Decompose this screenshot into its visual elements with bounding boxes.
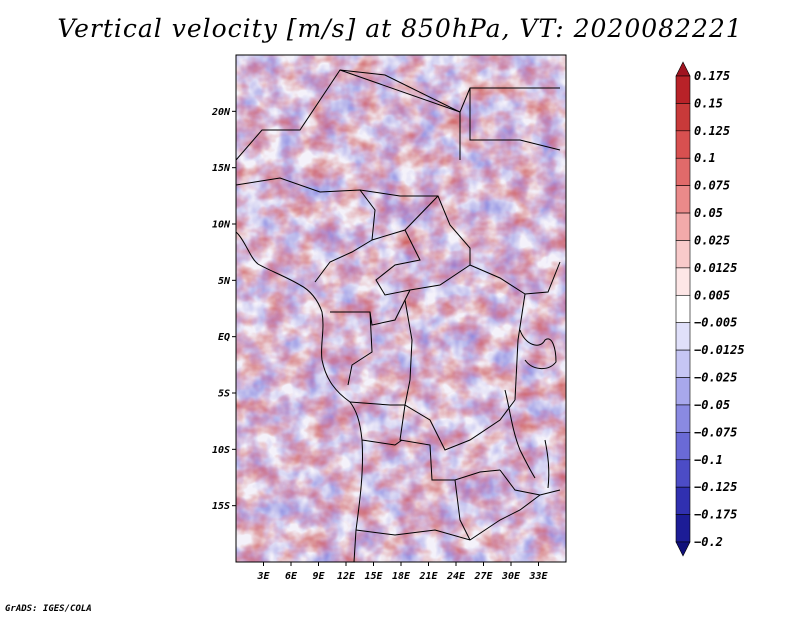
lon-tick-label: 9E [312, 571, 325, 582]
colorbar-label: 0.005 [694, 288, 730, 302]
lat-tick: 10S [212, 445, 236, 456]
rift-lakes [504, 389, 536, 479]
lat-tick: 20N [211, 107, 236, 118]
colorbar-swatch [675, 514, 691, 543]
lon-tick: 9E [312, 562, 325, 582]
lat-tick: 15N [212, 163, 236, 174]
border-i [404, 299, 516, 451]
colorbar-label: −0.175 [694, 508, 737, 522]
border-d [359, 189, 561, 295]
lon-tick-label: 6E [285, 571, 298, 582]
lat-tick-label: 15S [212, 501, 230, 512]
lat-tick-label: 5S [218, 389, 230, 400]
lat-tick: 15S [212, 501, 236, 512]
border-n [454, 479, 471, 541]
lake-malawi [544, 439, 550, 489]
chart-title: Vertical velocity [m/s] at 850hPa, VT: 2… [57, 14, 743, 43]
colorbar-label: 0.15 [694, 96, 723, 110]
lon-tick: 3E [256, 562, 270, 582]
lat-tick-label: 10S [212, 445, 230, 456]
colorbar-swatch [675, 377, 691, 406]
nile-border [469, 88, 561, 151]
colorbar-swatch [675, 486, 691, 515]
colorbar-label: −0.075 [694, 425, 737, 439]
lon-tick-label: 15E [364, 571, 383, 582]
lat-tick-label: 15N [212, 163, 231, 174]
lake-shore [519, 329, 557, 369]
lat-tick: 5S [218, 389, 236, 400]
colorbar-label: −0.1 [694, 453, 723, 467]
colorbar-swatch [675, 322, 691, 351]
colorbar-swatch [675, 185, 691, 214]
colorbar-swatch [675, 103, 691, 132]
lon-tick: 30E [501, 562, 521, 582]
colorbar-swatch [675, 130, 691, 159]
lon-tick: 27E [473, 562, 494, 582]
colorbar-swatch [675, 157, 691, 186]
colorbar-swatch [675, 267, 691, 296]
border-o [499, 469, 561, 496]
colorbar-swatch [675, 432, 691, 461]
colorbar-top-arrow [675, 61, 691, 77]
border-l [361, 439, 403, 446]
colorbar-label: −0.2 [694, 535, 723, 549]
lon-tick-label: 12E [337, 571, 356, 582]
lon-tick-label: 3E [256, 571, 270, 582]
lat-tick: EQ [218, 332, 236, 343]
lon-tick: 24E [446, 562, 466, 582]
lon-tick: 15E [364, 562, 384, 582]
colorbar-label: −0.025 [694, 371, 737, 385]
border-b [339, 69, 560, 113]
colorbar-label: 0.05 [694, 206, 723, 220]
colorbar: 0.175 0.15 0.125 0.1 0.075 0.05 0.025 0.0125 0.0… [675, 61, 745, 557]
colorbar-swatch [675, 459, 691, 488]
map-panel [235, 54, 567, 563]
lon-tick: 18E [392, 562, 411, 582]
grads-credit: GrADS: IGES/COLA [5, 604, 92, 614]
border-g [330, 289, 411, 326]
colorbar-swatch [675, 212, 691, 241]
lat-tick-label: EQ [218, 332, 230, 343]
border-f [375, 229, 471, 296]
lon-tick-label: 18E [392, 571, 411, 582]
colorbar-label: −0.005 [694, 316, 737, 330]
colorbar-label: −0.05 [694, 398, 730, 412]
border-c [236, 177, 376, 283]
colorbar-label: 0.1 [694, 151, 716, 165]
colorbar-label: 0.025 [694, 233, 730, 247]
colorbar-swatch [675, 294, 691, 324]
colorbar-bottom-arrow [675, 541, 691, 557]
colorbar-label: −0.0125 [694, 343, 745, 357]
lon-tick-label: 27E [473, 571, 493, 582]
border-h [347, 311, 373, 386]
country-borders [236, 69, 561, 562]
border-j [514, 293, 526, 401]
colorbar-swatch [675, 349, 691, 378]
colorbar-swatch [675, 240, 691, 269]
lat-tick-label: 10N [212, 220, 231, 231]
colorbar-label: 0.175 [694, 69, 730, 83]
longitude-axis: 3E 6E 9E 12E 15E 18E 21E 24E 27E 30E 33E [256, 562, 549, 582]
colorbar-swatch [675, 75, 691, 104]
latitude-axis: 20N 15N 10N 5N EQ 5S 10S 15S [211, 107, 236, 512]
lat-tick-label: 20N [211, 107, 231, 118]
lat-tick-label: 5N [218, 276, 231, 287]
colorbar-label: 0.125 [694, 124, 730, 138]
lon-tick-label: 24E [446, 571, 466, 582]
lon-tick-label: 33E [528, 571, 548, 582]
lon-tick-label: 30E [501, 571, 521, 582]
border-k [349, 401, 501, 481]
colorbar-swatch [675, 404, 691, 433]
lon-tick-label: 21E [418, 571, 438, 582]
lat-tick: 10N [212, 220, 236, 231]
colorbar-label: −0.125 [694, 480, 737, 494]
lon-tick: 6E [285, 562, 298, 582]
lon-tick: 33E [528, 562, 549, 582]
colorbar-label: 0.0125 [694, 261, 737, 275]
colorbar-label: 0.075 [694, 179, 730, 193]
lon-tick: 21E [418, 562, 439, 582]
lon-tick: 12E [337, 562, 356, 582]
lat-tick: 5N [218, 276, 236, 287]
